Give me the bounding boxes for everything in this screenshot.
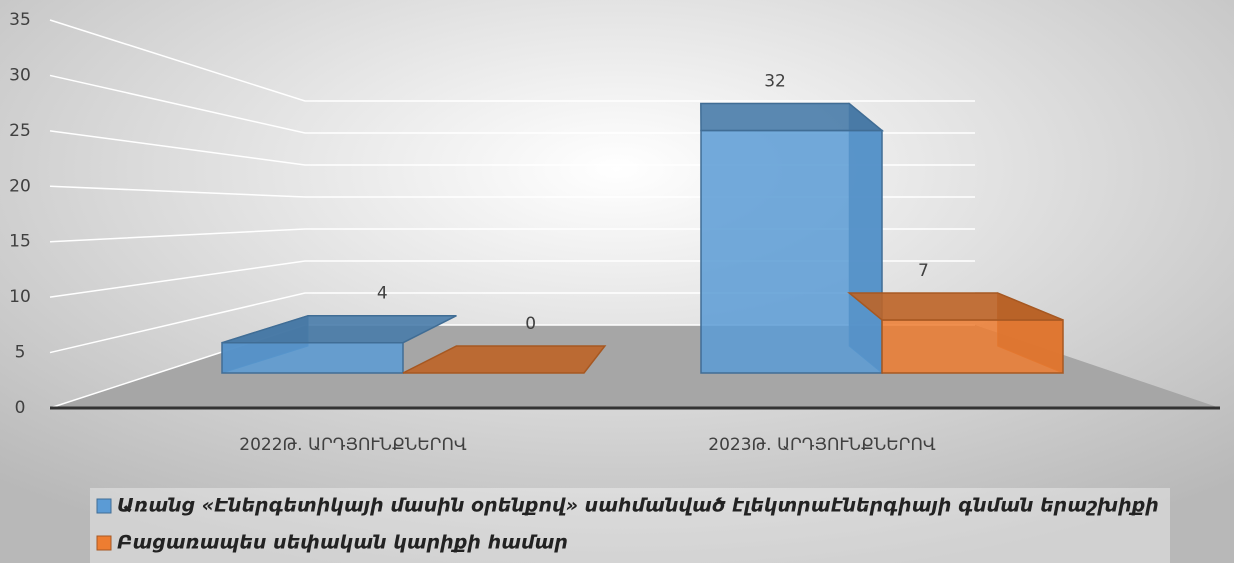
- data-label: 4: [377, 284, 388, 304]
- y-tick-label: 35: [9, 10, 31, 30]
- data-label: 0: [525, 314, 536, 334]
- y-tick-label: 30: [9, 65, 31, 85]
- grid-line: [49, 19, 975, 102]
- y-tick-label: 25: [9, 121, 31, 141]
- x-tick-label: 2023Թ. ԱՐԴՅՈՒՆՔՆԵՐՈՎ: [708, 435, 936, 455]
- bar-top: [700, 102, 885, 132]
- y-tick-label: 10: [9, 287, 31, 307]
- bar: [847, 292, 1064, 374]
- data-label: 32: [764, 72, 786, 92]
- bar-front: [881, 319, 1064, 374]
- bar-top: [402, 345, 607, 374]
- y-tick-label: 5: [15, 343, 26, 363]
- legend-label: Առանց «Էներգետիկայի մասին օրենքով» սահմա…: [117, 495, 1159, 517]
- y-tick-label: 20: [9, 176, 31, 196]
- bar: [700, 102, 885, 375]
- bar-top: [847, 292, 1064, 321]
- bar: [221, 314, 457, 374]
- legend-box: [90, 488, 1170, 563]
- y-tick-label: 0: [15, 398, 26, 418]
- bar: [402, 345, 607, 374]
- bar-top: [221, 314, 457, 344]
- legend-swatch: [96, 535, 112, 551]
- bar-front: [700, 129, 883, 374]
- x-tick-label: 2022Թ. ԱՐԴՅՈՒՆՔՆԵՐՈՎ: [239, 435, 467, 455]
- bar-front: [221, 341, 404, 374]
- data-label: 7: [918, 261, 929, 281]
- legend-swatch: [96, 498, 112, 514]
- legend-label: Բացառապես սեփական կարիքի համար: [117, 532, 568, 554]
- y-tick-label: 15: [9, 232, 31, 252]
